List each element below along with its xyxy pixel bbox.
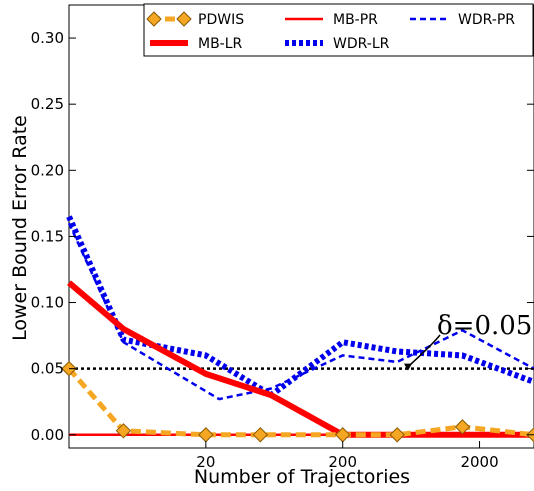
- legend-label-mb-pr: MB-PR: [333, 12, 378, 28]
- y-tick-label: 0.05: [31, 360, 64, 378]
- data-point-pdwis: [199, 428, 213, 442]
- y-tick-label: 0.30: [31, 29, 64, 47]
- legend-label-wdr-lr: WDR-LR: [333, 36, 390, 52]
- legend-label-wdr-pr: WDR-PR: [458, 12, 515, 28]
- data-point-pdwis: [253, 428, 267, 442]
- legend-label-mb-lr: MB-LR: [198, 36, 243, 52]
- data-point-pdwis: [390, 428, 404, 442]
- legend-label-pdwis: PDWIS: [198, 12, 244, 28]
- y-tick-label: 0.25: [31, 95, 64, 113]
- x-axis-title: Number of Trajectories: [194, 466, 410, 488]
- legend: PDWIS MB-PR WDR-PR MB-LR WDR-LR: [144, 4, 533, 56]
- plot-area-frame: [69, 5, 534, 448]
- y-tick-label: 0.00: [31, 426, 64, 444]
- annotation-layer: δ=0.05: [404, 311, 532, 371]
- data-point-pdwis: [455, 420, 469, 434]
- y-axis-title: Lower Bound Error Rate: [9, 115, 31, 341]
- y-tick-label: 0.20: [31, 161, 64, 179]
- x-tick-label: 2000: [460, 453, 498, 471]
- series-line-wdr-lr: [69, 217, 534, 396]
- y-tick-label: 0.15: [31, 227, 64, 245]
- annotation-label: δ=0.05: [437, 311, 532, 341]
- y-tick-label: 0.10: [31, 294, 64, 312]
